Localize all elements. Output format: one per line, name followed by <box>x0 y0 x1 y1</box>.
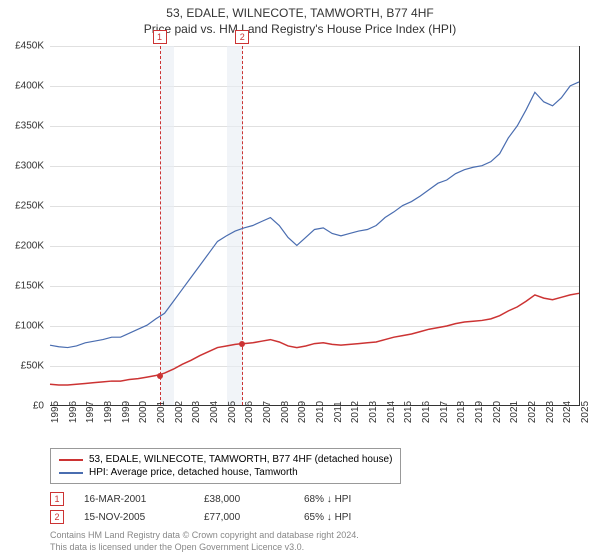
legend-swatch <box>59 472 83 474</box>
footer-line1: Contains HM Land Registry data © Crown c… <box>50 530 359 542</box>
x-tick-label: 2002 <box>174 401 185 423</box>
x-tick-label: 2012 <box>350 401 361 423</box>
y-tick-label: £100K <box>15 321 44 332</box>
x-axis: 1995199619971998199920002001200220032004… <box>50 408 580 448</box>
legend-row: HPI: Average price, detached house, Tamw… <box>59 466 392 479</box>
x-tick-label: 1999 <box>121 401 132 423</box>
sale-price: £38,000 <box>204 494 284 505</box>
x-tick-label: 1996 <box>68 401 79 423</box>
sales-row: 2 15-NOV-2005 £77,000 65% ↓ HPI <box>50 508 384 526</box>
y-tick-label: £450K <box>15 41 44 52</box>
x-tick-label: 2007 <box>262 401 273 423</box>
x-tick-label: 1997 <box>85 401 96 423</box>
x-tick-label: 2010 <box>315 401 326 423</box>
series-property <box>50 293 579 385</box>
footer-line2: This data is licensed under the Open Gov… <box>50 542 359 554</box>
x-tick-label: 2013 <box>368 401 379 423</box>
sale-date: 16-MAR-2001 <box>84 494 184 505</box>
x-tick-label: 2009 <box>297 401 308 423</box>
sale-price: £77,000 <box>204 512 284 523</box>
plot-area: 12 <box>50 46 580 406</box>
x-tick-label: 2015 <box>403 401 414 423</box>
x-tick-label: 2022 <box>527 401 538 423</box>
footer: Contains HM Land Registry data © Crown c… <box>50 530 359 553</box>
x-tick-label: 2025 <box>580 401 591 423</box>
y-tick-label: £400K <box>15 81 44 92</box>
page-title: 53, EDALE, WILNECOTE, TAMWORTH, B77 4HF <box>0 0 600 20</box>
legend: 53, EDALE, WILNECOTE, TAMWORTH, B77 4HF … <box>50 448 401 484</box>
marker-box: 1 <box>153 30 167 44</box>
x-tick-label: 2005 <box>227 401 238 423</box>
y-tick-label: £350K <box>15 121 44 132</box>
sales-table: 1 16-MAR-2001 £38,000 68% ↓ HPI 2 15-NOV-2005… <box>50 490 384 526</box>
sales-row: 1 16-MAR-2001 £38,000 68% ↓ HPI <box>50 490 384 508</box>
y-tick-label: £200K <box>15 241 44 252</box>
x-tick-label: 2004 <box>209 401 220 423</box>
page-subtitle: Price paid vs. HM Land Registry's House … <box>0 20 600 40</box>
y-tick-label: £300K <box>15 161 44 172</box>
x-tick-label: 2023 <box>545 401 556 423</box>
chart-container: 53, EDALE, WILNECOTE, TAMWORTH, B77 4HF … <box>0 0 600 560</box>
x-tick-label: 2019 <box>474 401 485 423</box>
sale-marker-box: 2 <box>50 510 64 524</box>
y-tick-label: £150K <box>15 281 44 292</box>
legend-label: 53, EDALE, WILNECOTE, TAMWORTH, B77 4HF … <box>89 454 392 465</box>
sale-point <box>239 341 245 347</box>
series-svg <box>50 46 579 405</box>
legend-swatch <box>59 459 83 461</box>
x-tick-label: 1998 <box>103 401 114 423</box>
x-tick-label: 2024 <box>562 401 573 423</box>
marker-box: 2 <box>235 30 249 44</box>
sale-marker-box: 1 <box>50 492 64 506</box>
series-hpi <box>50 82 579 348</box>
x-tick-label: 2016 <box>421 401 432 423</box>
legend-row: 53, EDALE, WILNECOTE, TAMWORTH, B77 4HF … <box>59 453 392 466</box>
sale-hpi: 65% ↓ HPI <box>304 512 384 523</box>
x-tick-label: 2006 <box>244 401 255 423</box>
y-tick-label: £0 <box>33 401 44 412</box>
y-tick-label: £50K <box>21 361 44 372</box>
sale-hpi: 68% ↓ HPI <box>304 494 384 505</box>
x-tick-label: 2021 <box>509 401 520 423</box>
x-tick-label: 1995 <box>50 401 61 423</box>
x-tick-label: 2001 <box>156 401 167 423</box>
legend-label: HPI: Average price, detached house, Tamw… <box>89 467 298 478</box>
x-tick-label: 2000 <box>138 401 149 423</box>
x-tick-label: 2018 <box>456 401 467 423</box>
x-tick-label: 2020 <box>492 401 503 423</box>
x-tick-label: 2003 <box>191 401 202 423</box>
x-tick-label: 2011 <box>333 401 344 423</box>
y-axis: £0£50K£100K£150K£200K£250K£300K£350K£400… <box>0 46 48 406</box>
sale-point <box>157 373 163 379</box>
sale-date: 15-NOV-2005 <box>84 512 184 523</box>
x-tick-label: 2014 <box>386 401 397 423</box>
x-tick-label: 2017 <box>439 401 450 423</box>
y-tick-label: £250K <box>15 201 44 212</box>
x-tick-label: 2008 <box>280 401 291 423</box>
